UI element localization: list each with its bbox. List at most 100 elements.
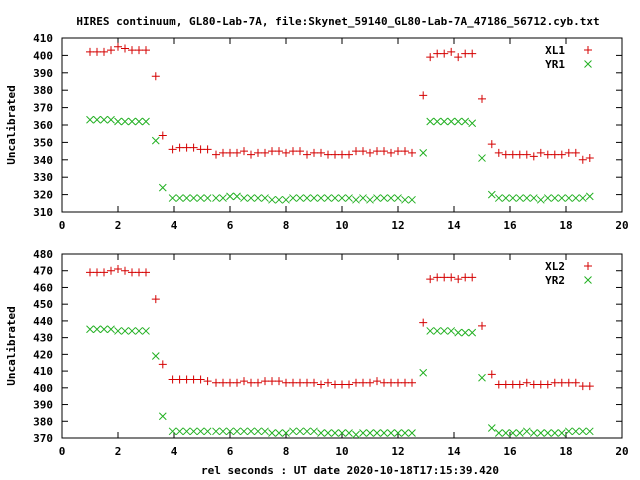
data-point (331, 150, 339, 159)
data-point (440, 273, 449, 282)
data-point (151, 136, 160, 145)
y-tick-label: 410 (33, 365, 53, 378)
y-tick-label: 410 (33, 32, 53, 45)
data-point (182, 194, 191, 202)
data-point (461, 328, 470, 337)
data-point (158, 183, 167, 192)
y-tick-label: 390 (33, 67, 53, 80)
data-point (261, 427, 269, 436)
data-point (268, 429, 276, 437)
data-point (433, 117, 442, 126)
data-point (189, 375, 198, 384)
data-point (317, 148, 325, 157)
y-tick-label: 460 (33, 281, 53, 294)
data-point (387, 378, 395, 387)
data-point (478, 94, 486, 103)
data-point (151, 295, 160, 304)
y-axis-label: Uncalibrated (5, 306, 18, 385)
data-point (571, 148, 580, 157)
x-tick-label: 20 (615, 445, 628, 458)
data-point (212, 378, 220, 387)
data-point (522, 427, 531, 436)
data-point (408, 195, 416, 204)
data-point (324, 194, 332, 202)
x-tick-label: 0 (59, 445, 66, 458)
data-point (578, 194, 587, 202)
data-point (394, 147, 402, 156)
data-point (121, 117, 129, 126)
series-xl1 (86, 42, 594, 164)
data-point (419, 91, 428, 100)
data-point (324, 429, 332, 437)
data-point (529, 152, 538, 161)
data-point (447, 327, 456, 335)
data-point (189, 143, 198, 152)
data-point (331, 194, 339, 202)
data-point (282, 429, 290, 437)
data-point (107, 46, 115, 55)
data-point (303, 427, 311, 436)
x-tick-label: 10 (335, 445, 348, 458)
data-point (487, 424, 496, 432)
data-point (268, 147, 276, 156)
y-tick-label: 400 (33, 382, 53, 395)
data-point (296, 194, 304, 202)
y-tick-label: 310 (33, 206, 53, 219)
plot-frame (61, 37, 623, 213)
y-tick-label: 330 (33, 171, 53, 184)
data-point (247, 427, 255, 436)
data-point (247, 194, 255, 202)
y-tick-label: 350 (33, 136, 53, 149)
data-point (317, 194, 325, 202)
data-point (296, 147, 304, 156)
data-point (86, 268, 94, 277)
data-point (275, 429, 283, 437)
data-point (433, 327, 442, 335)
data-point (394, 429, 402, 437)
data-point (240, 377, 248, 386)
data-point (261, 194, 269, 202)
data-point (494, 148, 503, 157)
data-point (254, 148, 262, 157)
data-point (345, 150, 353, 159)
data-point (536, 148, 545, 157)
data-point (387, 194, 395, 202)
data-point (380, 378, 388, 387)
data-point (501, 429, 510, 437)
data-point (158, 131, 167, 140)
data-point (501, 150, 510, 159)
data-point (268, 377, 276, 386)
data-point (550, 150, 559, 159)
series-yr2 (86, 325, 594, 439)
data-point (121, 266, 129, 275)
data-point (303, 378, 311, 387)
data-point (440, 117, 449, 126)
data-point (543, 150, 552, 159)
data-point (182, 143, 191, 152)
data-point (440, 49, 449, 58)
x-tick-label: 10 (335, 219, 348, 232)
data-point (310, 378, 318, 387)
chart-title: HIRES continuum, GL80-Lab-7A, file:Skyne… (76, 15, 599, 28)
data-point (522, 150, 531, 159)
data-point (373, 377, 381, 386)
data-point (219, 427, 227, 436)
data-point (135, 117, 143, 126)
data-point (352, 378, 360, 387)
data-point (189, 194, 198, 202)
data-point (331, 429, 339, 437)
x-tick-label: 6 (227, 219, 234, 232)
data-point (338, 380, 346, 389)
data-point (114, 327, 122, 335)
data-point (585, 192, 594, 201)
data-point (508, 380, 517, 389)
data-point (387, 429, 395, 437)
data-point (289, 427, 297, 436)
data-point (543, 194, 552, 202)
data-point (578, 382, 587, 391)
data-point (454, 53, 463, 62)
data-point (550, 429, 559, 437)
data-point (107, 325, 115, 334)
data-point (317, 429, 325, 437)
data-point (557, 378, 566, 387)
